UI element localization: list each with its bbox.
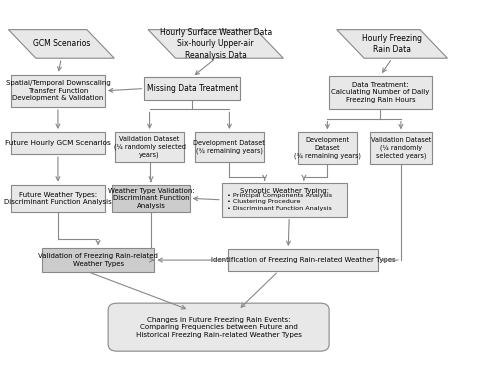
Text: Validation Dataset
(¼ randomly
selected years): Validation Dataset (¼ randomly selected … [370,137,431,159]
FancyBboxPatch shape [222,183,347,217]
Polygon shape [148,30,284,58]
Text: Hourly Freezing
Rain Data: Hourly Freezing Rain Data [362,34,422,54]
Text: GCM Scenarios: GCM Scenarios [32,39,90,48]
Text: Development Dataset
(¾ remaining years): Development Dataset (¾ remaining years) [194,140,266,154]
Polygon shape [8,30,115,58]
Polygon shape [336,30,448,58]
Text: Future Weather Types:
Discriminant Function Analysis: Future Weather Types: Discriminant Funct… [4,191,112,205]
Text: Validation of Freezing Rain-related
Weather Types: Validation of Freezing Rain-related Weat… [38,253,158,267]
Text: Synoptic Weather Typing:: Synoptic Weather Typing: [240,188,329,194]
FancyBboxPatch shape [112,185,190,212]
FancyBboxPatch shape [144,77,240,100]
FancyBboxPatch shape [42,248,154,272]
FancyBboxPatch shape [115,132,184,163]
Text: Missing Data Treatment: Missing Data Treatment [146,84,238,93]
Text: Weather Type Validation:
Discriminant Function
Analysis: Weather Type Validation: Discriminant Fu… [108,188,194,209]
FancyBboxPatch shape [11,185,105,212]
Text: Data Treatment:
Calculating Number of Daily
Freezing Rain Hours: Data Treatment: Calculating Number of Da… [331,82,430,103]
FancyBboxPatch shape [11,75,105,107]
Text: Hourly Surface Weather Data
Six-hourly Upper-air
Reanalysis Data: Hourly Surface Weather Data Six-hourly U… [160,28,272,60]
FancyBboxPatch shape [298,132,357,164]
FancyBboxPatch shape [194,132,264,163]
FancyBboxPatch shape [370,132,432,164]
Text: Changes in Future Freezing Rain Events:
Comparing Frequencies between Future and: Changes in Future Freezing Rain Events: … [136,317,302,338]
Text: Future Hourly GCM Scenarios: Future Hourly GCM Scenarios [5,140,111,146]
FancyBboxPatch shape [228,249,378,271]
FancyBboxPatch shape [329,75,432,109]
FancyBboxPatch shape [108,303,329,351]
Text: Development
Dataset
(¾ remaining years): Development Dataset (¾ remaining years) [294,137,361,159]
Text: Spatial/Temporal Downscaling
Transfer Function
Development & Validation: Spatial/Temporal Downscaling Transfer Fu… [6,80,110,101]
Text: • Principal Components Analysis
• Clustering Procedure
• Discriminant Function A: • Principal Components Analysis • Cluste… [227,193,332,211]
FancyBboxPatch shape [11,132,105,154]
Text: Identification of Freezing Rain-related Weather Types: Identification of Freezing Rain-related … [210,257,395,263]
Text: Validation Dataset
(¼ randomly selected
years): Validation Dataset (¼ randomly selected … [114,136,186,158]
